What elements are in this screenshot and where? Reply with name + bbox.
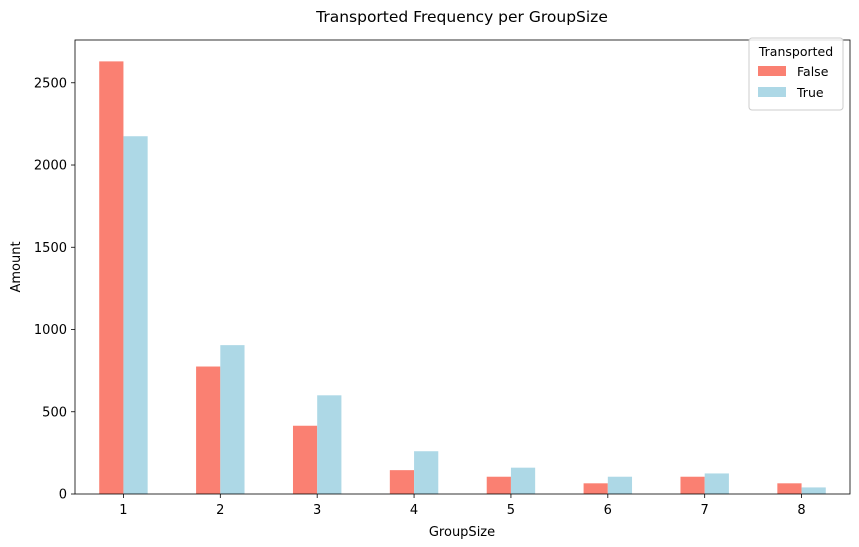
x-tick-label: 7 xyxy=(701,503,709,518)
x-tick-label: 3 xyxy=(313,503,321,518)
x-axis: 1 2 3 4 5 6 7 8 xyxy=(119,494,806,518)
x-tick-label: 2 xyxy=(216,503,224,518)
legend-swatch-true xyxy=(758,87,786,97)
y-tick-label: 2500 xyxy=(34,76,67,91)
y-axis-label: Amount xyxy=(9,241,24,292)
y-tick-label: 2000 xyxy=(34,159,67,174)
x-tick-label: 6 xyxy=(604,503,612,518)
bar-false-2 xyxy=(196,366,221,494)
y-tick-label: 0 xyxy=(59,488,67,503)
legend: Transported False True xyxy=(748,37,844,111)
x-tick-label: 4 xyxy=(410,503,418,518)
bar-false-5 xyxy=(486,476,511,494)
bar-true-2 xyxy=(220,345,245,494)
bar-true-3 xyxy=(317,395,342,494)
bar-false-4 xyxy=(389,470,415,494)
bar-false-8 xyxy=(777,483,802,494)
bar-true-8 xyxy=(801,487,826,494)
bar-true-6 xyxy=(607,476,633,494)
legend-swatch-false xyxy=(758,66,786,76)
bar-false-6 xyxy=(583,483,608,494)
y-tick-label: 1000 xyxy=(34,323,67,338)
y-axis: 0 500 1000 1500 2000 2500 xyxy=(34,76,75,503)
bar-true-5 xyxy=(510,467,536,494)
x-axis-label: GroupSize xyxy=(429,525,495,540)
bar-true-4 xyxy=(414,451,439,494)
y-tick-label: 1500 xyxy=(34,241,67,256)
legend-title: Transported xyxy=(758,44,833,59)
bar-true-7 xyxy=(704,473,729,494)
y-tick-label: 500 xyxy=(42,405,67,420)
plot-frame xyxy=(74,39,851,495)
bar-false-3 xyxy=(292,425,318,494)
x-tick-label: 8 xyxy=(797,503,805,518)
legend-label-true: True xyxy=(796,85,824,100)
bar-false-7 xyxy=(680,476,705,494)
bar-false-1 xyxy=(99,61,124,494)
legend-label-false: False xyxy=(797,64,829,79)
bar-true-1 xyxy=(123,136,148,495)
bars-group xyxy=(99,61,826,495)
chart-title: Transported Frequency per GroupSize xyxy=(315,8,608,26)
x-tick-label: 5 xyxy=(507,503,515,518)
x-tick-label: 1 xyxy=(119,503,127,518)
